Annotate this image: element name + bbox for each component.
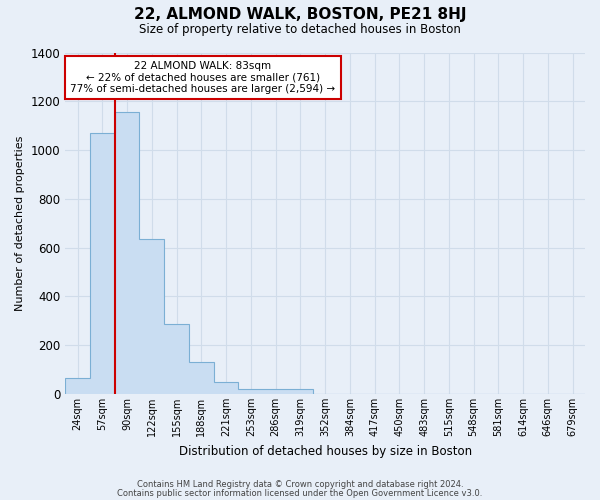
Text: 22 ALMOND WALK: 83sqm
← 22% of detached houses are smaller (761)
77% of semi-det: 22 ALMOND WALK: 83sqm ← 22% of detached … xyxy=(70,61,335,94)
Text: Size of property relative to detached houses in Boston: Size of property relative to detached ho… xyxy=(139,22,461,36)
Text: 22, ALMOND WALK, BOSTON, PE21 8HJ: 22, ALMOND WALK, BOSTON, PE21 8HJ xyxy=(134,8,466,22)
Text: Contains HM Land Registry data © Crown copyright and database right 2024.: Contains HM Land Registry data © Crown c… xyxy=(137,480,463,489)
X-axis label: Distribution of detached houses by size in Boston: Distribution of detached houses by size … xyxy=(179,444,472,458)
Y-axis label: Number of detached properties: Number of detached properties xyxy=(15,136,25,311)
Text: Contains public sector information licensed under the Open Government Licence v3: Contains public sector information licen… xyxy=(118,488,482,498)
